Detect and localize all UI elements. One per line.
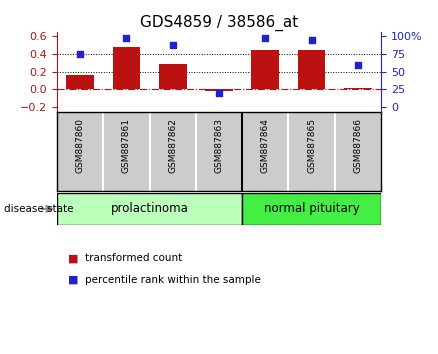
- Bar: [298, 50, 325, 89]
- Point: [262, 35, 269, 41]
- Bar: [242, 193, 381, 225]
- Text: GSM887862: GSM887862: [168, 118, 177, 173]
- Bar: [205, 89, 233, 91]
- Text: percentile rank within the sample: percentile rank within the sample: [85, 275, 261, 285]
- Bar: [344, 88, 372, 89]
- Text: GSM887865: GSM887865: [307, 118, 316, 173]
- Text: normal pituitary: normal pituitary: [264, 202, 360, 215]
- Title: GDS4859 / 38586_at: GDS4859 / 38586_at: [140, 14, 298, 30]
- Bar: [66, 75, 94, 89]
- Text: GSM887860: GSM887860: [76, 118, 85, 173]
- Point: [169, 42, 176, 48]
- Text: prolactinoma: prolactinoma: [111, 202, 188, 215]
- Text: ■: ■: [68, 253, 78, 263]
- Bar: [57, 193, 242, 225]
- Point: [308, 37, 315, 42]
- Point: [77, 51, 84, 57]
- Text: disease state: disease state: [4, 204, 74, 214]
- Point: [123, 35, 130, 41]
- Point: [215, 90, 223, 96]
- Bar: [159, 64, 187, 89]
- Text: GSM887861: GSM887861: [122, 118, 131, 173]
- Text: GSM887864: GSM887864: [261, 118, 270, 173]
- Bar: [113, 47, 140, 89]
- Text: GSM887863: GSM887863: [215, 118, 223, 173]
- Text: transformed count: transformed count: [85, 253, 182, 263]
- Bar: [251, 50, 279, 89]
- Point: [354, 62, 361, 68]
- Text: ■: ■: [68, 275, 78, 285]
- Text: GSM887866: GSM887866: [353, 118, 362, 173]
